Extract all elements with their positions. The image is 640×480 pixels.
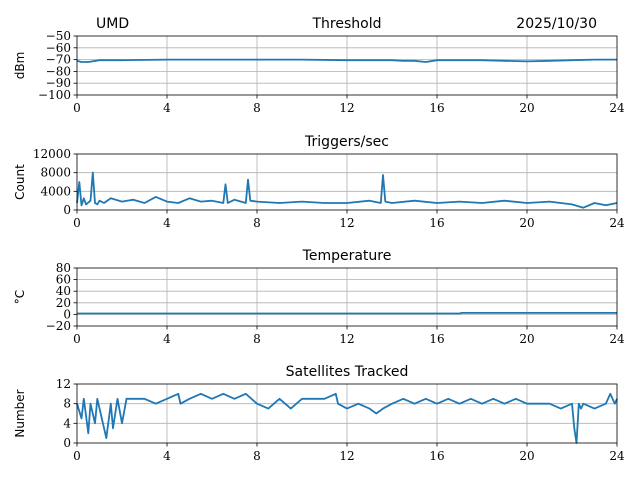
x-tick-label: 4 [163,216,171,230]
chart-title-temperature: Temperature [302,248,392,264]
x-tick-label: 8 [253,101,261,115]
x-tick-label: 8 [253,449,261,463]
x-tick-label: 8 [253,332,261,346]
y-tick-label: −100 [38,88,71,102]
series-line-triggers [76,171,618,209]
y-tick-label: −80 [46,64,71,78]
axes-frame [76,153,618,211]
y-tick-label: 60 [56,273,71,287]
x-tick-label: 12 [339,449,354,463]
charts: Threshold 0 4 8 12 16 20 24 −50−60−70−80−90−100 d… [13,16,625,463]
x-tick-label: 4 [163,101,171,115]
x-tick-label: 20 [519,216,534,230]
x-tick-label: 4 [163,449,171,463]
y-tick-label: −20 [46,319,71,333]
x-tick-label: 0 [73,332,81,346]
x-tick-label: 8 [253,216,261,230]
axes-frame [76,35,618,96]
chart-triggers: Triggers/sec 0 4 8 12 16 20 24 12000 8000 4000 0 Cou… [13,134,625,230]
x-tick-label: 24 [609,449,625,463]
y-tick-label: 8 [63,397,71,411]
axes-frame [76,383,618,444]
y-tick-label: 12000 [33,147,71,161]
y-tick-label: 8000 [40,166,71,180]
x-tick-label: 16 [429,449,444,463]
x-tick-label: 0 [73,449,81,463]
chart-title-triggers: Triggers/sec [304,134,389,150]
y-tick-label: 0 [63,307,71,321]
x-tick-label: 12 [339,101,354,115]
chart-title-threshold: Threshold [312,16,382,32]
x-tick-label: 24 [609,101,625,115]
x-tick-label: 20 [519,449,534,463]
x-tick-label: 24 [609,332,625,346]
header-date: 2025/10/30 [516,16,597,32]
y-tick-label: 4 [63,416,71,430]
y-tick-label: 0 [63,203,71,217]
series-line-temperature [77,311,617,315]
chart-satellites: Satellites Tracked 0 4 8 12 16 20 24 12 8 4 0 Number [13,364,625,463]
x-tick-label: 16 [429,101,444,115]
axes-frame [76,267,618,327]
y-tick-label: −50 [46,29,71,43]
y-tick-label: 20 [56,296,71,310]
series-line-satellites [76,392,618,444]
y-tick-label: 40 [56,284,71,298]
y-axis-label-temperature: °C [13,290,27,304]
y-axis-label-satellites: Number [13,389,27,437]
y-tick-label: −70 [46,53,71,67]
x-tick-label: 12 [339,216,354,230]
x-tick-label: 16 [429,332,444,346]
y-tick-label: −90 [46,76,71,90]
y-tick-label: 4000 [40,184,71,198]
chart-threshold: Threshold 0 4 8 12 16 20 24 −50−60−70−80−90−100 d… [13,16,625,115]
y-tick-label: 12 [56,377,71,391]
x-tick-label: 20 [519,332,534,346]
x-tick-label: 24 [609,216,625,230]
header-label-left: UMD [96,16,129,32]
x-tick-label: 12 [339,332,354,346]
x-tick-label: 0 [73,101,81,115]
y-tick-label: 80 [56,261,71,275]
x-tick-label: 4 [163,332,171,346]
chart-title-satellites: Satellites Tracked [286,364,409,380]
y-tick-label: −60 [46,41,71,55]
y-axis-label-threshold: dBm [13,52,27,80]
x-tick-label: 16 [429,216,444,230]
y-axis-label-triggers: Count [13,164,27,200]
series-line-threshold [76,58,617,63]
y-tick-label: 0 [63,436,71,450]
x-tick-label: 20 [519,101,534,115]
x-tick-label: 0 [73,216,81,230]
